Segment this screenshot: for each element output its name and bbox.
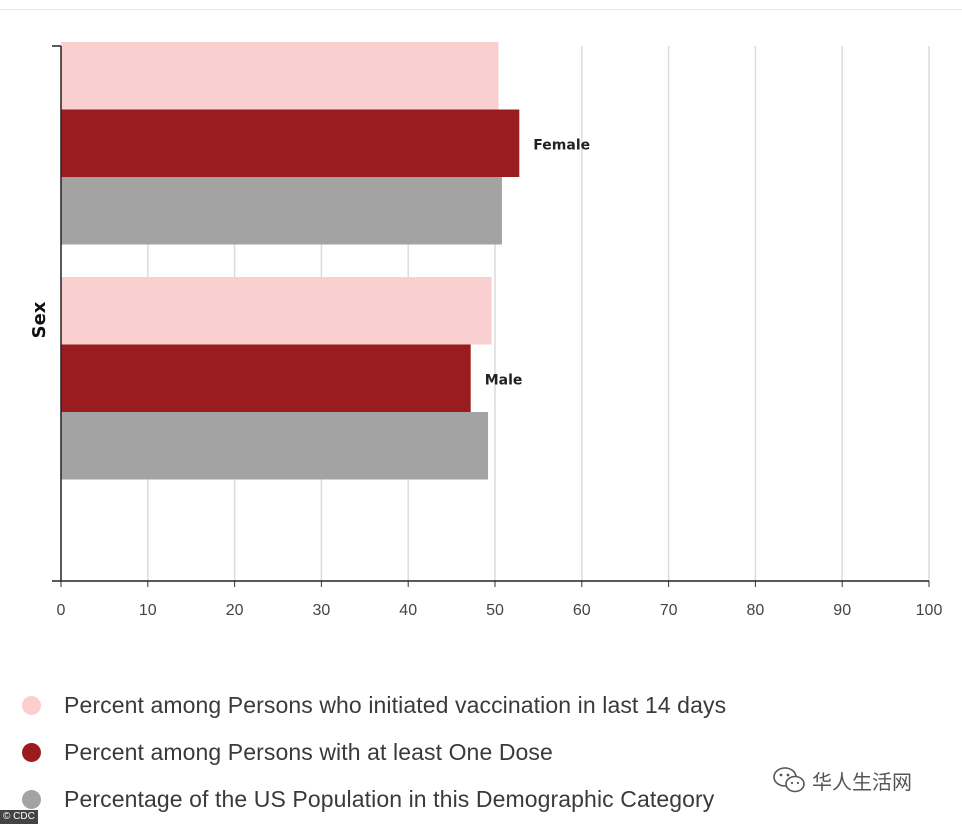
watermark-text: 华人生活网 [812,769,912,794]
x-tick-label: 40 [399,602,417,619]
x-tick-label: 80 [747,602,765,619]
legend-swatch [22,743,41,762]
legend-label: Percentage of the US Population in this … [64,786,715,812]
bar-male-2 [61,344,471,412]
legend-swatch [22,696,41,715]
x-tick-label: 60 [573,602,591,619]
legend-item-population[interactable]: Percentage of the US Population in this … [22,776,726,823]
category-labels: Female Male [485,137,590,388]
category-label-female: Female [533,137,590,153]
axes [52,45,930,587]
x-tick-label: 20 [226,602,244,619]
image-credit: © CDC [0,810,38,824]
bar-female-1 [61,42,499,110]
wechat-icon [773,767,805,793]
bar-female-2 [61,109,520,177]
bars [61,42,520,480]
y-axis-label: Sex [29,301,50,338]
legend-item-initiated[interactable]: Percent among Persons who initiated vacc… [22,682,726,729]
x-tick-label: 0 [57,602,66,619]
x-tick-label: 70 [660,602,678,619]
x-tick-label: 30 [313,602,331,619]
bar-male-3 [61,412,489,480]
x-tick-label: 100 [916,602,943,619]
bar-chart: 0 10 20 30 40 50 60 70 80 90 100 Female Male Sex [29,42,943,619]
legend: Percent among Persons who initiated vacc… [22,682,726,823]
legend-swatch [22,790,41,809]
bar-male-1 [61,277,492,345]
top-divider [0,9,962,10]
x-tick-labels: 0 10 20 30 40 50 60 70 80 90 100 [57,602,943,619]
x-tick-label: 90 [833,602,851,619]
category-label-male: Male [485,372,523,388]
bar-female-3 [61,177,502,245]
legend-label: Percent among Persons with at least One … [64,739,553,765]
legend-label: Percent among Persons who initiated vacc… [64,692,727,718]
legend-item-one-dose[interactable]: Percent among Persons with at least One … [22,729,726,776]
x-tick-label: 10 [139,602,157,619]
watermark: 华人生活网 [772,765,912,795]
x-tick-label: 50 [486,602,504,619]
